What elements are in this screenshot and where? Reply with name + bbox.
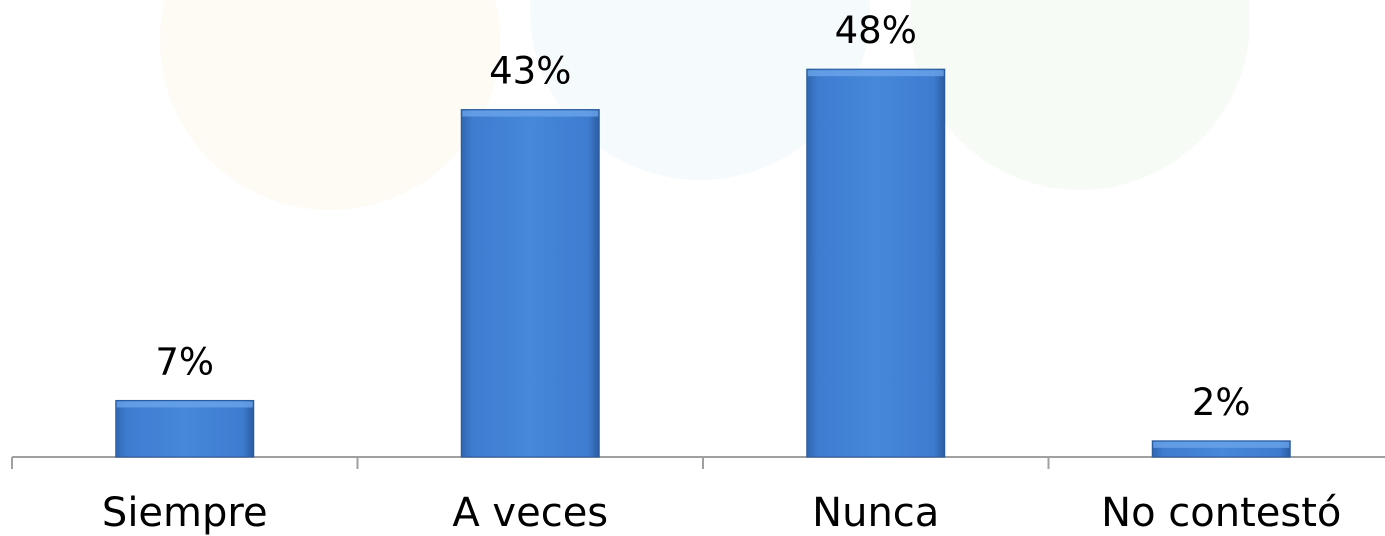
data-label: 7% xyxy=(155,340,214,383)
data-label: 48% xyxy=(835,9,917,52)
bar-bevel xyxy=(116,401,253,408)
x-tick-label: A veces xyxy=(452,490,608,536)
x-tick-label: Nunca xyxy=(812,490,939,536)
bar xyxy=(460,109,600,458)
bar-bevel xyxy=(807,70,944,77)
x-tick-label: Siempre xyxy=(102,490,268,536)
bar-bevel xyxy=(1153,441,1290,448)
bar xyxy=(115,399,255,458)
data-label: 43% xyxy=(489,50,571,93)
watermark xyxy=(160,0,1250,210)
x-tick-label: No contestó xyxy=(1101,490,1341,536)
bar-bevel xyxy=(462,110,599,117)
plot-area: 7% Siempre 43% A veces 48% Nunca 2% No contestó xyxy=(11,9,1385,536)
bar xyxy=(806,68,946,458)
data-label: 2% xyxy=(1192,381,1251,424)
